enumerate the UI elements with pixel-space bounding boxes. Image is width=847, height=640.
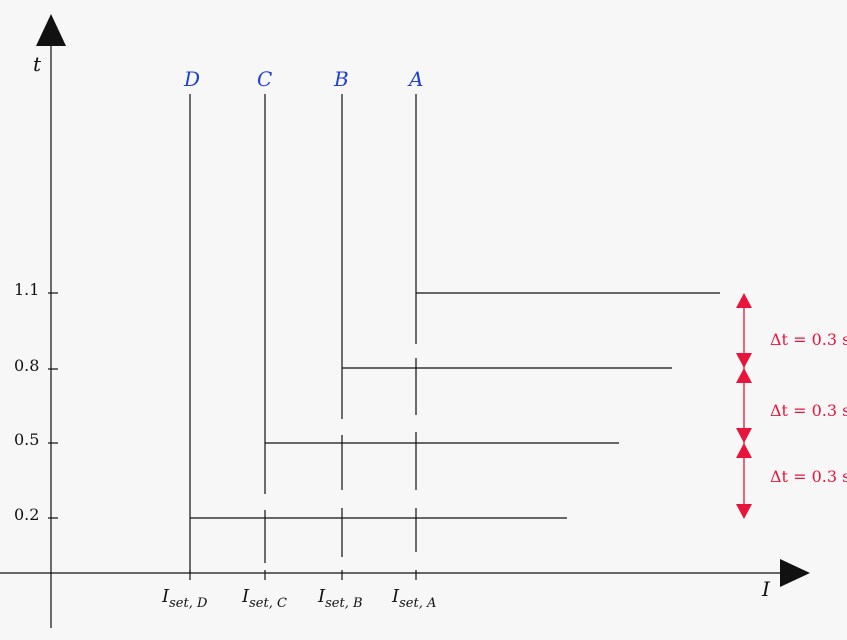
iset-label-a: Iset, A: [391, 586, 436, 611]
curve-label-c: C: [257, 67, 272, 91]
delta-arrow-down-1: [736, 353, 752, 368]
delta-dimension: [736, 293, 752, 519]
x-axis-arrow: [780, 559, 810, 587]
y-tick-label-1.1: 1.1: [14, 280, 39, 299]
iset-label-b: Iset, B: [317, 586, 363, 611]
delta-arrow-up-1: [736, 293, 752, 308]
delta-arrow-up-2: [736, 368, 752, 383]
x-axis-label: I: [761, 577, 771, 601]
y-tick-label-0.8: 0.8: [14, 356, 39, 375]
curve-label-d: D: [183, 67, 200, 91]
delta-label-1: Δt = 0.3 s: [770, 330, 847, 349]
delta-label-3: Δt = 0.3 s: [770, 467, 847, 486]
iset-label-c: Iset, C: [241, 586, 287, 611]
y-tick-label-0.5: 0.5: [14, 430, 39, 449]
delta-arrow-down-3: [736, 504, 752, 519]
y-axis-arrow: [36, 14, 66, 46]
iset-label-d: Iset, D: [161, 586, 208, 611]
delta-arrow-down-2: [736, 428, 752, 443]
curve-label-a: A: [407, 67, 423, 91]
curve-label-b: B: [333, 67, 349, 91]
y-axis-label: t: [33, 52, 42, 76]
delta-label-2: Δt = 0.3 s: [770, 401, 847, 420]
delta-arrow-up-3: [736, 443, 752, 458]
y-tick-label-0.2: 0.2: [14, 505, 39, 524]
